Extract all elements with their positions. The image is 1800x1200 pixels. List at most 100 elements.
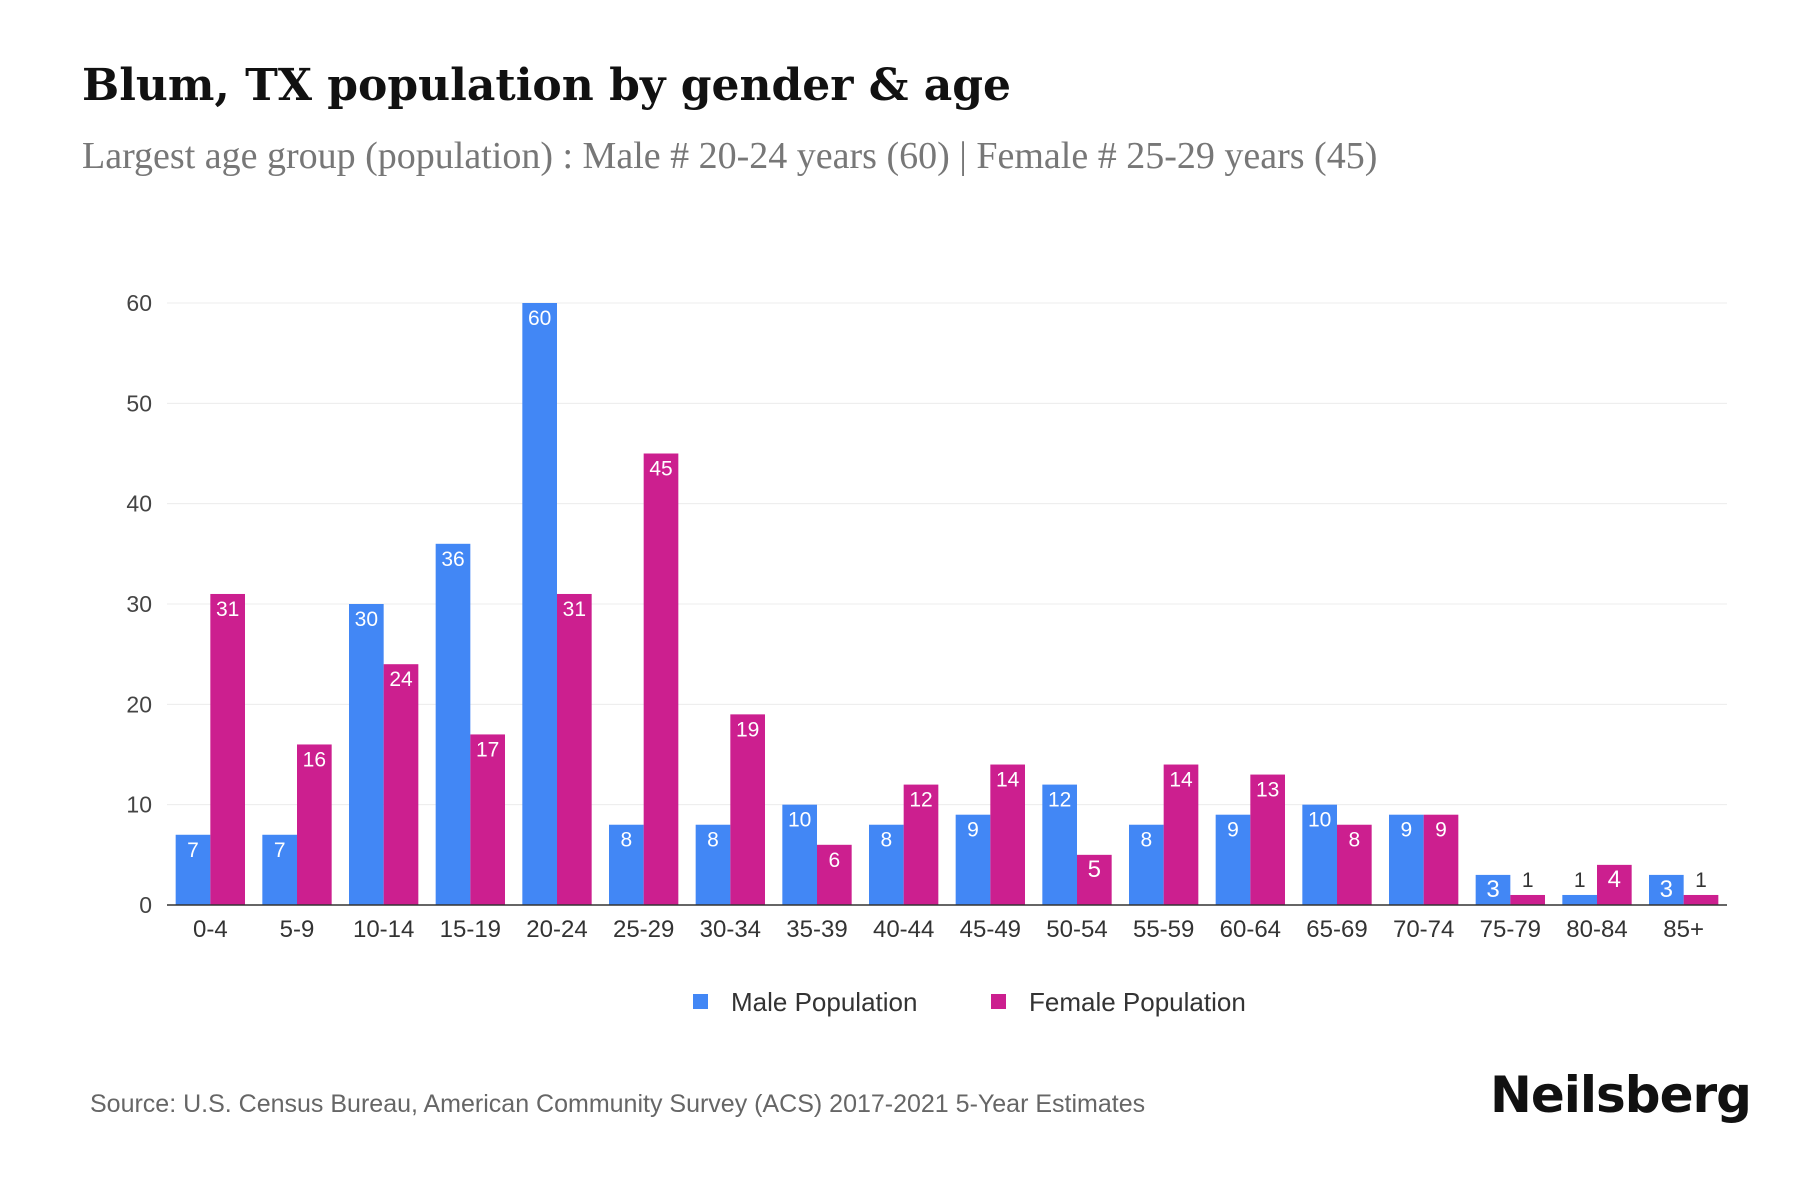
- male-bar: [349, 604, 384, 905]
- male-bar: [262, 834, 297, 905]
- legend-label: Male Population: [731, 987, 917, 1017]
- female-bar: [643, 453, 679, 905]
- male-bar: [609, 824, 644, 905]
- male-bar: [522, 303, 557, 905]
- data-label: 10: [788, 809, 811, 832]
- source-note: Source: U.S. Census Bureau, American Com…: [90, 1090, 1146, 1118]
- data-label: 1: [1695, 869, 1707, 892]
- male-bar: [1042, 784, 1077, 905]
- x-tick-label: 55-59: [1133, 916, 1194, 943]
- x-tick-label: 25-29: [613, 916, 674, 943]
- x-tick-label: 70-74: [1393, 916, 1454, 943]
- female-bar: [470, 734, 505, 905]
- male-bar: [955, 814, 991, 905]
- y-tick-label: 10: [126, 792, 152, 818]
- data-label: 13: [1256, 779, 1279, 802]
- data-label: 19: [736, 718, 759, 741]
- male-bar: [1129, 824, 1164, 905]
- x-tick-label: 50-54: [1046, 916, 1107, 943]
- male-bar: [1302, 804, 1337, 905]
- x-tick-label: 15-19: [440, 916, 501, 943]
- data-label: 7: [187, 839, 199, 862]
- neilsberg-logo: Neilsberg: [1490, 1066, 1752, 1124]
- x-tick-label: 40-44: [873, 916, 934, 943]
- x-tick-label: 85+: [1663, 916, 1704, 943]
- male-bar: [1215, 814, 1251, 905]
- x-tick-label: 75-79: [1480, 916, 1541, 943]
- female-bar: [383, 664, 419, 905]
- female-bar: [210, 593, 245, 905]
- male-bar: [1389, 814, 1424, 905]
- data-label: 31: [563, 598, 586, 621]
- data-label: 14: [996, 769, 1020, 792]
- data-label: 60: [528, 307, 551, 330]
- data-label: 31: [216, 598, 239, 621]
- male-bar: [782, 804, 817, 905]
- data-label: 4: [1608, 866, 1621, 893]
- data-label: 12: [909, 789, 932, 812]
- data-label: 9: [1400, 819, 1412, 842]
- bar-chart: 01020304050607310-47165-9302410-14361715…: [126, 290, 1727, 1017]
- data-label: 9: [1435, 819, 1447, 842]
- x-tick-label: 0-4: [193, 916, 228, 943]
- female-bar: [903, 784, 939, 905]
- female-bar: [817, 844, 852, 905]
- x-tick-label: 45-49: [960, 916, 1021, 943]
- chart-subtitle: Largest age group (population) : Male # …: [82, 135, 1378, 177]
- male-bar: [175, 834, 211, 905]
- y-tick-label: 0: [139, 892, 152, 918]
- x-tick-label: 10-14: [353, 916, 414, 943]
- male-bar: [1562, 894, 1597, 905]
- data-label: 30: [355, 608, 378, 631]
- legend-label: Female Population: [1029, 987, 1246, 1017]
- data-label: 8: [1140, 829, 1152, 852]
- data-label: 3: [1486, 876, 1499, 903]
- data-label: 9: [1227, 819, 1239, 842]
- data-label: 10: [1308, 809, 1331, 832]
- x-tick-label: 80-84: [1566, 916, 1627, 943]
- data-label: 17: [476, 738, 499, 761]
- female-bar: [1337, 824, 1372, 905]
- data-label: 16: [303, 748, 326, 771]
- chart-title: Blum, TX population by gender & age: [82, 60, 1012, 111]
- y-tick-label: 40: [126, 491, 152, 517]
- male-bar: [435, 543, 471, 905]
- data-label: 5: [1088, 856, 1101, 883]
- female-bar: [297, 744, 332, 905]
- legend-swatch: [693, 994, 708, 1009]
- data-label: 8: [707, 829, 719, 852]
- data-label: 1: [1522, 869, 1534, 892]
- female-bar: [1510, 894, 1545, 905]
- x-tick-label: 60-64: [1220, 916, 1281, 943]
- data-label: 1: [1574, 869, 1586, 892]
- x-tick-label: 35-39: [786, 916, 847, 943]
- female-bar: [990, 764, 1025, 905]
- female-bar: [1683, 894, 1719, 905]
- data-label: 6: [828, 849, 840, 872]
- female-bar: [557, 593, 592, 905]
- x-tick-label: 65-69: [1306, 916, 1367, 943]
- x-tick-label: 20-24: [526, 916, 587, 943]
- data-label: 8: [620, 829, 632, 852]
- data-label: 8: [1348, 829, 1360, 852]
- female-bar: [1250, 774, 1285, 905]
- data-label: 7: [274, 839, 286, 862]
- male-bar: [869, 824, 904, 905]
- data-label: 36: [441, 548, 464, 571]
- x-tick-label: 5-9: [280, 916, 315, 943]
- legend-swatch: [991, 994, 1006, 1009]
- data-label: 14: [1169, 769, 1193, 792]
- data-label: 9: [967, 819, 979, 842]
- male-bar: [1649, 874, 1684, 905]
- female-bar: [1163, 764, 1199, 905]
- y-tick-label: 50: [126, 390, 152, 416]
- female-bar: [1423, 814, 1459, 905]
- data-label: 24: [389, 668, 413, 691]
- y-tick-label: 30: [126, 591, 152, 617]
- x-tick-label: 30-34: [700, 916, 761, 943]
- y-tick-label: 20: [126, 691, 152, 717]
- data-label: 8: [880, 829, 892, 852]
- male-bar: [1475, 874, 1511, 905]
- data-label: 3: [1660, 876, 1673, 903]
- y-tick-label: 60: [126, 290, 152, 316]
